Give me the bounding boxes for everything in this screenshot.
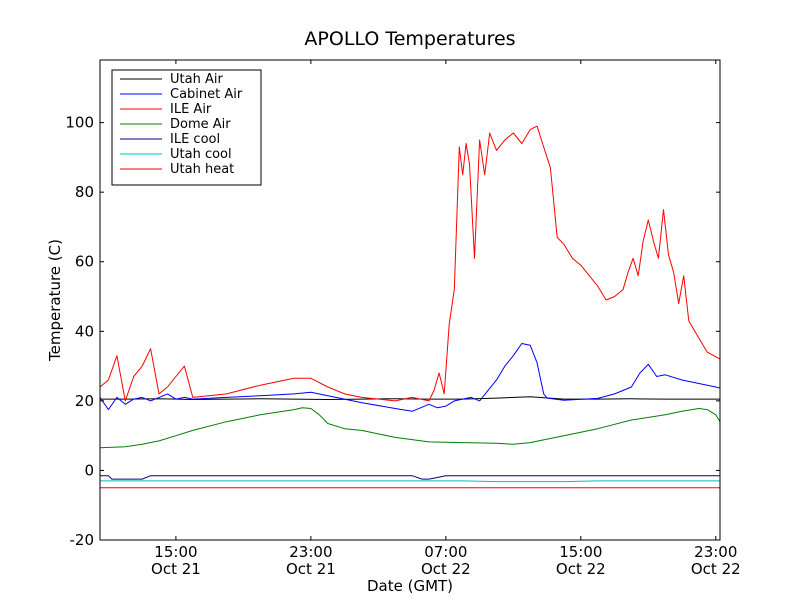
legend-label: Utah Air [170,72,223,87]
y-tick-label: 0 [84,461,94,479]
legend-label: Cabinet Air [170,87,243,102]
y-tick-label: 20 [75,392,94,410]
x-tick-label-date: Oct 22 [556,560,606,578]
x-tick-label-time: 23:00 [694,543,737,561]
legend-box [111,69,262,186]
x-tick-label-time: 23:00 [289,543,332,561]
y-tick-label: 60 [75,253,94,271]
series-line-ile-cool [100,475,720,480]
x-tick-label-time: 15:00 [154,543,197,561]
x-tick-label-date: Oct 22 [421,560,471,578]
legend-label: Utah cool [170,147,232,162]
chart-title: APOLLO Temperatures [304,28,515,50]
y-tick-label: -20 [70,531,95,549]
axes-frame [99,59,721,541]
x-tick-label-time: 15:00 [559,543,602,561]
legend-label: Dome Air [170,117,231,132]
legend-label: Utah heat [170,162,234,177]
x-tick-label-date: Oct 21 [286,560,336,578]
series-line-utah-air [100,396,720,400]
series-lines [100,125,720,489]
x-tick-label-time: 07:00 [424,543,467,561]
y-tick-label: 80 [75,183,94,201]
y-tick-label: 100 [65,114,94,132]
series-line-cabinet-air [100,343,720,412]
y-tick-label: 40 [75,322,94,340]
series-line-utah-cool [100,480,720,483]
y-axis-label: Temperature (C) [46,239,64,362]
x-tick-label-date: Oct 22 [691,560,741,578]
series-line-ile-air [100,125,720,402]
legend-label: ILE cool [170,132,220,147]
x-tick-label-date: Oct 21 [151,560,201,578]
legend-label: ILE Air [170,102,212,117]
x-axis-label: Date (GMT) [367,577,453,595]
series-line-dome-air [100,407,720,449]
